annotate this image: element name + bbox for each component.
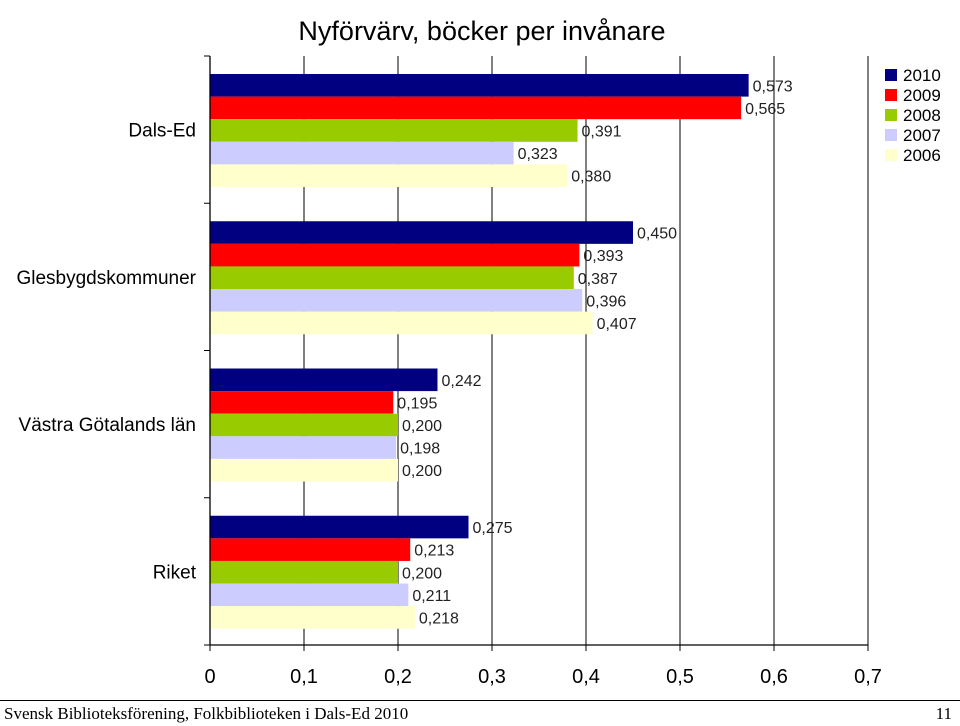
x-tick-label: 0,6 bbox=[760, 666, 788, 688]
bar bbox=[210, 243, 580, 267]
bar bbox=[210, 74, 749, 97]
legend-swatch bbox=[885, 109, 897, 121]
bar bbox=[210, 391, 394, 414]
bar bbox=[210, 436, 397, 459]
bar bbox=[210, 141, 514, 165]
bar bbox=[210, 96, 742, 120]
data-label: 0,573 bbox=[753, 78, 793, 95]
data-label: 0,275 bbox=[473, 520, 513, 537]
page-number: 11 bbox=[935, 704, 952, 723]
bar bbox=[210, 289, 583, 312]
data-label: 0,211 bbox=[412, 588, 451, 605]
bar bbox=[210, 311, 593, 335]
data-label: 0,391 bbox=[582, 124, 622, 141]
data-label: 0,565 bbox=[745, 101, 785, 118]
bar bbox=[210, 458, 398, 482]
legend-label: 2010 bbox=[903, 66, 941, 85]
legend-label: 2007 bbox=[903, 126, 941, 145]
data-label: 0,200 bbox=[402, 463, 442, 480]
x-tick-label: 0 bbox=[204, 666, 215, 688]
bar bbox=[210, 515, 469, 539]
legend-swatch bbox=[885, 69, 897, 81]
data-label: 0,200 bbox=[402, 565, 442, 582]
legend-label: 2008 bbox=[903, 106, 941, 125]
legend-swatch bbox=[885, 89, 897, 101]
data-label: 0,200 bbox=[402, 418, 442, 435]
category-label: Glesbygdskommuner bbox=[16, 268, 196, 289]
category-label: Riket bbox=[153, 562, 197, 583]
data-label: 0,387 bbox=[578, 271, 618, 288]
data-label: 0,218 bbox=[419, 610, 459, 627]
bar bbox=[210, 221, 633, 244]
x-tick-label: 0,4 bbox=[572, 666, 600, 688]
bar bbox=[210, 266, 574, 290]
x-tick-label: 0,2 bbox=[384, 666, 412, 688]
bar bbox=[210, 583, 409, 607]
x-tick-label: 0,1 bbox=[290, 666, 318, 688]
data-label: 0,380 bbox=[571, 169, 611, 186]
bar bbox=[210, 164, 568, 187]
legend-label: 2006 bbox=[903, 146, 941, 165]
bar bbox=[210, 538, 411, 561]
data-label: 0,213 bbox=[414, 543, 454, 560]
x-tick-label: 0,7 bbox=[854, 666, 882, 688]
legend-label: 2009 bbox=[903, 86, 941, 105]
legend-swatch bbox=[885, 149, 897, 161]
data-label: 0,323 bbox=[518, 146, 558, 163]
footer-text: Svensk Biblioteksförening, Folkbibliotek… bbox=[4, 704, 409, 723]
data-label: 0,396 bbox=[586, 293, 626, 310]
chart: Nyförvärv, böcker per invånare 0,573 0,565… bbox=[16, 16, 941, 688]
bar bbox=[210, 119, 578, 142]
category-label: Dals-Ed bbox=[128, 121, 196, 142]
data-label: 0,242 bbox=[441, 373, 481, 390]
data-label: 0,393 bbox=[583, 248, 623, 265]
x-tick-label: 0,5 bbox=[666, 666, 694, 688]
data-label: 0,198 bbox=[400, 441, 440, 458]
chart-title: Nyförvärv, böcker per invånare bbox=[298, 16, 665, 46]
data-label: 0,407 bbox=[597, 316, 637, 333]
bar bbox=[210, 368, 438, 392]
bar bbox=[210, 606, 415, 629]
data-label: 0,195 bbox=[397, 395, 437, 412]
bar bbox=[210, 413, 398, 437]
bar bbox=[210, 560, 398, 584]
category-label: Västra Götalands län bbox=[19, 415, 196, 436]
x-tick-label: 0,3 bbox=[478, 666, 506, 688]
legend-swatch bbox=[885, 129, 897, 141]
data-label: 0,450 bbox=[637, 226, 677, 243]
footer: Svensk Biblioteksförening, Folkbibliotek… bbox=[0, 700, 960, 726]
